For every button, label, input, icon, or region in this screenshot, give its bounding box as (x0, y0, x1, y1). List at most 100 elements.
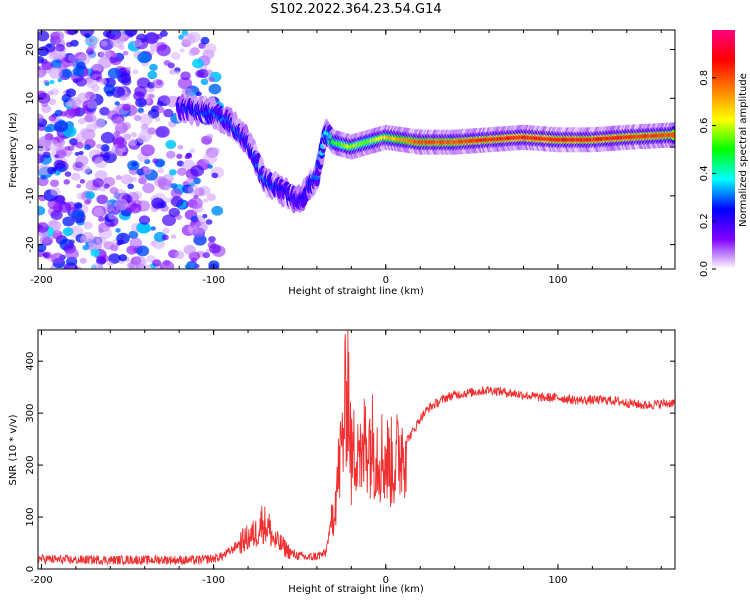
spectrogram-noise-blob (38, 205, 46, 216)
spectrogram-noise-blob (142, 166, 152, 175)
spectrogram-noise-blob (140, 125, 149, 132)
spectrogram-noise-blob (137, 107, 144, 113)
spectrogram-noise-blob (122, 103, 131, 111)
spectrogram-noise-blob (106, 110, 119, 121)
spectrogram-noise-blob (152, 78, 164, 89)
spectrogram-noise-blob (70, 39, 79, 47)
spectrogram-noise-blob (80, 128, 89, 136)
spectrogram-noise-blob (163, 108, 174, 118)
spectrogram-noise-blob (176, 153, 183, 159)
spectrogram-noise-blob (69, 138, 78, 146)
spectrogram-noise-blob (136, 222, 150, 234)
spectrogram-noise-blob (202, 252, 211, 259)
spectrogram-noise-blob (108, 253, 121, 264)
spectrogram-noise-blob (46, 43, 52, 48)
spectrogram-noise-blob (144, 32, 159, 44)
spectrogram-noise-blob (170, 183, 178, 189)
spectrogram-ridge-blob (670, 132, 675, 138)
spectrogram-noise-blob (148, 93, 155, 99)
spectrogram-ytick-label: 20 (25, 43, 36, 56)
spectrogram-noise-blob (42, 151, 51, 159)
spectrogram-noise-blob (211, 147, 221, 155)
spectrogram-noise-blob (38, 164, 51, 176)
spectrogram-noise-blob (109, 186, 119, 195)
spectrogram-noise-blob (92, 178, 104, 188)
spectrogram-noise-blob (155, 125, 170, 138)
spectrogram-noise-blob (187, 185, 200, 196)
colorbar-tick-label: 0.8 (699, 70, 710, 86)
spectrogram-noise-blob (81, 165, 92, 174)
spectrogram-noise-blob (90, 84, 100, 92)
spectrogram-noise-blob (197, 68, 209, 79)
spectrogram-noise-blob (38, 92, 51, 104)
spectrogram-noise-blob (122, 50, 129, 56)
snr-ytick-label: 400 (25, 352, 36, 371)
spectrogram-noise-blob (99, 78, 107, 86)
spectrogram-noise-blob (143, 264, 152, 269)
snr-ylabel: SNR (10 * v/v) (8, 414, 19, 485)
spectrogram-noise-blob (107, 67, 121, 79)
spectrogram-noise-blob (163, 59, 171, 66)
spectrogram-noise-blob (202, 213, 208, 219)
spectrogram-xtick-label: 100 (548, 275, 567, 286)
spectrogram-noise-blob (128, 138, 138, 147)
spectrogram-noise-blob (117, 72, 132, 84)
spectrogram-noise-blob (163, 259, 171, 266)
spectrogram-noise-blob (72, 161, 85, 172)
spectrogram-noise-blob (170, 52, 181, 60)
spectrogram-noise-blob (118, 44, 125, 50)
spectrogram-noise-blob (121, 122, 132, 130)
spectrogram-noise-blob (42, 251, 52, 259)
spectrogram-noise-blob (63, 262, 79, 269)
spectrogram-noise-blob (123, 133, 132, 140)
spectrogram-noise-blob (42, 236, 52, 244)
spectrogram-noise-blob (103, 241, 114, 250)
spectrogram-noise-blob (130, 132, 137, 138)
spectrogram-noise-blob (64, 171, 72, 177)
spectrogram-noise-blob (78, 150, 84, 156)
spectrogram-noise-blob (115, 175, 122, 181)
spectrogram-noise-blob (65, 248, 79, 260)
spectrogram-noise-blob (107, 212, 117, 220)
chart-title: S102.2022.364.23.54.G14 (270, 2, 441, 17)
spectrogram-noise-blob (208, 76, 215, 83)
spectrogram-noise-blob (207, 164, 213, 169)
spectrogram-noise-blob (44, 126, 52, 133)
spectrogram-noise-blob (75, 77, 87, 87)
spectrogram-noise-blob (139, 113, 153, 126)
spectrogram-noise-blob (77, 117, 86, 125)
spectrogram-noise-blob (95, 119, 105, 128)
spectrogram-noise-blob (55, 228, 61, 234)
spectrogram-noise-blob (71, 209, 85, 221)
spectrogram-noise-blob (50, 88, 59, 96)
snr-xtick-label: -200 (30, 575, 53, 586)
spectrogram-noise-blob (206, 69, 213, 75)
spectrogram-noise-blob (137, 135, 147, 144)
spectrogram-noise-blob (51, 31, 65, 42)
spectrogram-noise-blob (127, 183, 135, 190)
spectrogram-noise-blob (79, 257, 87, 264)
spectrogram-noise-blob (150, 226, 156, 231)
spectrogram-noise-blob (175, 214, 183, 220)
spectrogram-noise-blob (209, 243, 221, 254)
spectrogram-ylabel: Frequency (Hz) (8, 112, 19, 188)
spectrogram-noise-blob (170, 234, 177, 239)
spectrogram-noise-blob (152, 259, 162, 267)
spectrogram-noise-blob (189, 148, 196, 154)
spectrogram-noise-blob (168, 207, 180, 218)
spectrogram-noise-blob (200, 78, 209, 86)
spectrogram-noise-blob (41, 61, 53, 71)
spectrogram-noise-blob (129, 237, 143, 249)
spectrogram-noise-blob (97, 216, 105, 222)
spectrogram-noise-blob (84, 144, 92, 151)
spectrogram-blobs (38, 30, 675, 269)
spectrogram-noise-blob (62, 227, 74, 237)
spectrogram-noise-blob (38, 30, 50, 42)
spectrogram-noise-blob (38, 136, 52, 148)
snr-ytick-label: 200 (25, 456, 36, 475)
spectrogram-noise-blob (174, 250, 185, 260)
spectrogram-noise-blob (131, 161, 138, 167)
spectrogram-noise-blob (142, 183, 155, 194)
spectrogram-noise-blob (85, 191, 96, 200)
spectrogram-noise-blob (65, 88, 77, 97)
